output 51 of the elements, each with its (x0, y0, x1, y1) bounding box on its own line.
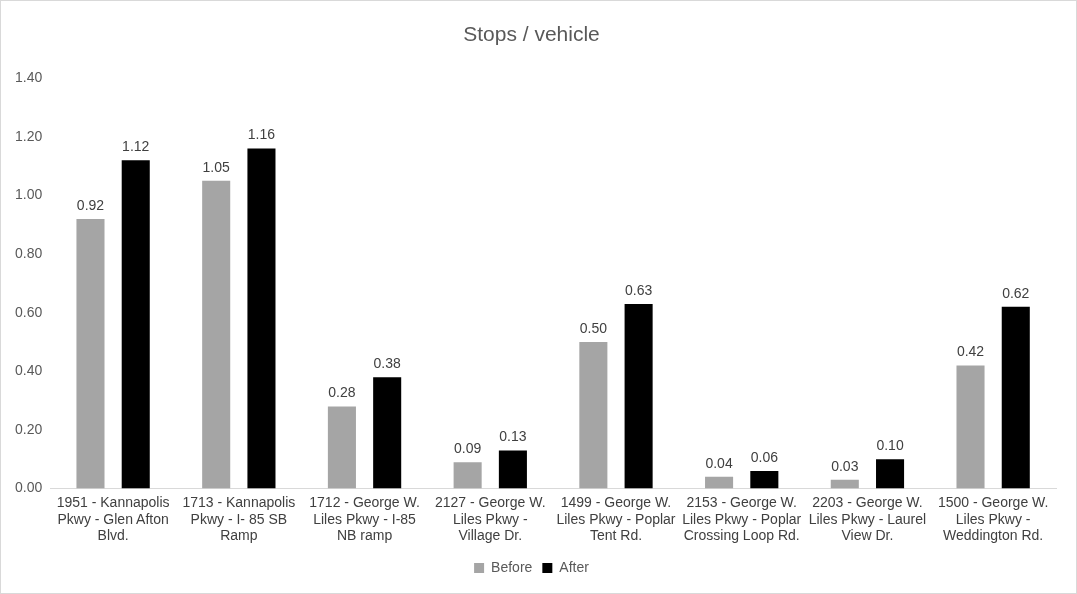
data-label: 0.92 (76, 196, 105, 213)
data-label: 0.13 (499, 428, 527, 445)
bar (453, 462, 482, 489)
x-tick-label: 2203 - George W. Liles Pkwy - Laurel View Dr. (808, 493, 927, 544)
x-tick-label: 1499 - George W. Liles Pkwy - Poplar Tent Rd. (556, 493, 676, 544)
x-tick-label: 1713 - Kannapolis Pkwy - I- 85 SB Ramp (182, 493, 296, 544)
bar (76, 218, 105, 489)
data-label: 1.12 (122, 138, 150, 155)
data-label: 0.04 (705, 454, 733, 471)
y-tick-label: 1.40 (15, 69, 43, 86)
bar (373, 377, 402, 489)
x-tick-label: 2127 - George W. Liles Pkwy - Village Dr. (435, 493, 546, 544)
bar (579, 342, 608, 489)
y-tick-label: 1.20 (15, 127, 43, 144)
data-label: 0.03 (831, 457, 859, 474)
bar (121, 160, 150, 489)
data-label: 0.10 (876, 437, 904, 454)
y-tick-label: 0.20 (15, 420, 43, 437)
data-label: 0.62 (1002, 284, 1030, 301)
data-label: 0.50 (579, 319, 608, 336)
data-label: 0.38 (373, 355, 402, 372)
bar (956, 365, 985, 489)
y-tick-label: 0.40 (15, 362, 43, 379)
bar (1001, 306, 1030, 489)
bar (247, 148, 276, 489)
bar (624, 303, 653, 489)
bar (876, 459, 905, 489)
bar (705, 476, 734, 489)
data-label: 1.16 (247, 126, 276, 143)
x-tick-label: 1712 - George W. Liles Pkwy - I-85 NB ramp (309, 493, 420, 544)
data-label: 0.09 (454, 440, 482, 457)
x-tick-label: 1951 - Kannapolis Pkwy - Glen Afton Blvd. (56, 493, 170, 544)
data-label: 0.06 (750, 448, 779, 465)
data-label: 0.63 (624, 281, 653, 298)
bar (830, 479, 859, 489)
legend-label: After (559, 558, 590, 575)
bar (327, 406, 356, 489)
data-label: 0.28 (328, 384, 356, 401)
chart-title: Stops / vehicle (463, 22, 600, 46)
legend-label: Before (491, 558, 533, 575)
bar (202, 180, 231, 489)
y-tick-label: 0.00 (15, 479, 43, 496)
y-tick-label: 0.80 (15, 244, 43, 261)
bar (498, 450, 527, 489)
data-label: 1.05 (202, 158, 231, 175)
y-tick-label: 0.60 (15, 303, 43, 320)
x-tick-label: 2153 - George W. Liles Pkwy - Poplar Crossing Loop Rd. (682, 493, 802, 544)
data-label: 0.42 (956, 343, 985, 360)
y-tick-label: 1.00 (15, 186, 43, 203)
x-tick-label: 1500 - George W. Liles Pkwy - Weddington Rd. (937, 493, 1049, 544)
bar (750, 471, 779, 489)
